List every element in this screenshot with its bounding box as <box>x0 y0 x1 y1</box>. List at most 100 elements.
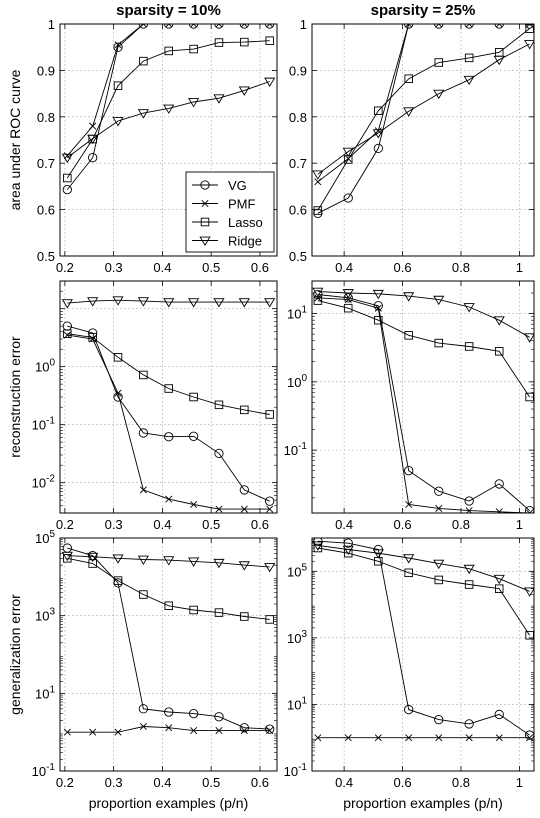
data-point-lasso <box>464 580 474 589</box>
series-line-lasso <box>66 40 270 179</box>
data-point-vg <box>138 428 149 438</box>
data-point-pmf <box>240 727 248 735</box>
data-point-ridge <box>372 289 384 300</box>
legend: VG PMF Lasso Ridge <box>185 171 275 253</box>
x-tick-label: 0.6 <box>251 260 269 275</box>
data-point-pmf <box>114 41 122 49</box>
y-tick-label: 10-1 <box>32 762 56 779</box>
plot-area <box>312 281 534 513</box>
data-point-lasso <box>240 612 249 621</box>
x-tick-label: 0.5 <box>202 260 220 275</box>
legend-marker-pmf <box>201 199 209 208</box>
y-tick-label: 0.6 <box>289 203 307 218</box>
data-point-ridge <box>213 558 225 569</box>
plot-frame <box>59 280 278 514</box>
series-line-pmf <box>317 24 530 183</box>
legend-label-vg: VG <box>228 178 247 193</box>
series-line-ridge <box>67 299 270 304</box>
x-tick-label: 0.5 <box>202 775 220 790</box>
data-point-pmf <box>465 24 473 28</box>
x-tick-label: 0.8 <box>452 775 470 790</box>
data-point-vg <box>188 431 199 441</box>
y-tick-label: 101 <box>35 684 55 701</box>
data-point-pmf <box>190 24 198 28</box>
y-tick-label: 10-2 <box>32 474 56 491</box>
data-point-ridge <box>87 552 99 563</box>
x-tick-label: 0.8 <box>452 517 470 532</box>
data-point-vg <box>214 24 224 29</box>
data-point-ridge <box>403 107 415 117</box>
data-point-pmf <box>344 155 352 163</box>
y-tick-label: 101 <box>287 305 307 322</box>
y-tick-label: 0.5 <box>37 249 55 264</box>
y-tick-label: 0.7 <box>37 156 55 171</box>
data-point-lasso <box>113 353 123 362</box>
data-point-lasso <box>265 410 274 419</box>
data-point-lasso <box>434 58 444 67</box>
data-point-ridge <box>213 298 225 308</box>
data-point-ridge <box>524 333 534 343</box>
data-point-pmf <box>139 486 147 494</box>
y-tick-label: 0.9 <box>289 63 307 78</box>
data-point-vg <box>313 538 323 546</box>
data-point-ridge <box>264 77 276 88</box>
data-point-pmf <box>465 734 473 742</box>
data-point-lasso <box>494 584 504 593</box>
y-tick-label: 0.9 <box>37 63 55 78</box>
data-point-vg <box>265 496 275 506</box>
series-line-lasso <box>317 547 530 636</box>
data-point-vg <box>138 24 149 29</box>
data-point-lasso <box>214 38 224 47</box>
x-tick-label: 1 <box>516 517 523 532</box>
data-point-pmf <box>435 24 443 28</box>
data-point-ridge <box>163 298 175 308</box>
data-point-vg <box>494 24 504 29</box>
data-point-lasso <box>189 392 198 402</box>
x-tick-label: 0.4 <box>335 517 353 532</box>
data-point-lasso <box>63 554 72 563</box>
data-point-pmf <box>435 504 443 512</box>
data-point-ridge <box>433 559 445 570</box>
series-line-pmf <box>66 24 270 157</box>
data-point-vg <box>494 709 504 720</box>
data-point-vg <box>265 724 275 734</box>
data-point-pmf <box>344 296 352 304</box>
plot-frame <box>59 23 278 257</box>
data-point-pmf <box>190 727 198 735</box>
data-point-pmf <box>139 722 147 731</box>
data-point-pmf <box>266 505 274 513</box>
data-point-ridge <box>238 298 250 308</box>
data-point-pmf <box>215 24 223 28</box>
legend-label-lasso: Lasso <box>228 215 263 230</box>
data-point-ridge <box>238 86 250 96</box>
chart-panel-6: 0.4 0.6 0.8 1 10-1 101 103 105 proportion exampl… <box>284 537 535 811</box>
series-line-lasso <box>317 300 530 398</box>
data-point-vg <box>214 448 224 459</box>
y-tick-label: 1 <box>300 17 307 32</box>
data-point-ridge <box>112 296 124 306</box>
data-point-lasso <box>189 44 198 54</box>
data-point-ridge <box>312 170 324 180</box>
data-point-lasso <box>113 81 123 90</box>
data-point-pmf <box>89 728 97 736</box>
data-point-ridge <box>137 297 149 307</box>
series-group <box>312 538 534 742</box>
data-point-vg <box>113 42 123 52</box>
data-point-lasso <box>164 46 173 56</box>
data-point-pmf <box>240 24 248 28</box>
data-point-pmf <box>215 505 223 513</box>
data-point-lasso <box>189 605 198 615</box>
data-point-ridge <box>312 541 324 551</box>
data-point-ridge <box>87 297 99 307</box>
data-point-lasso <box>139 370 148 380</box>
series-line-ridge <box>317 291 530 338</box>
data-point-lasso <box>343 303 353 313</box>
series-line-vg <box>67 325 270 502</box>
y-tick-label: 101 <box>287 695 307 712</box>
data-point-ridge <box>372 549 384 559</box>
x-tick-label: 0.6 <box>394 260 412 275</box>
data-point-ridge <box>188 98 200 108</box>
data-point-lasso <box>434 338 444 348</box>
data-point-vg <box>164 707 174 717</box>
data-point-vg <box>343 193 353 203</box>
